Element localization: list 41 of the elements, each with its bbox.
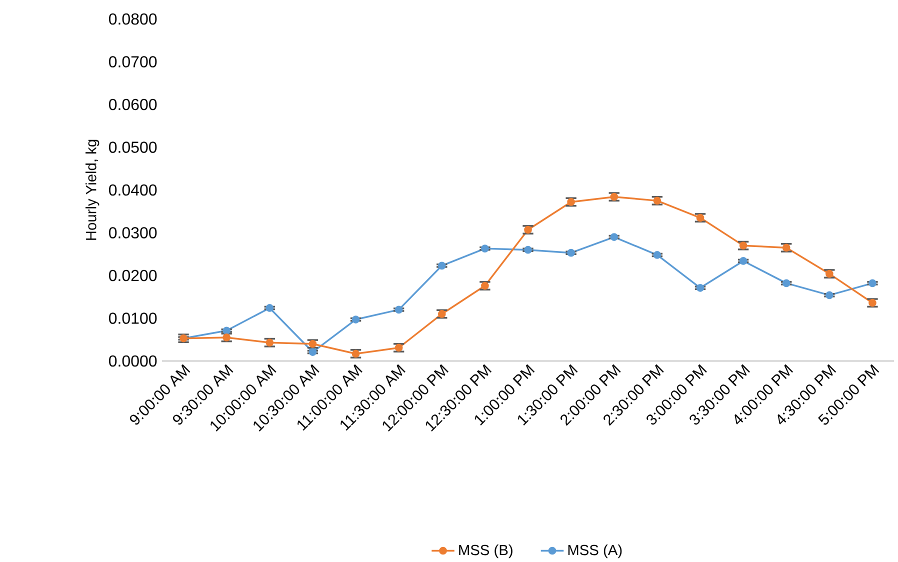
- y-tick-label: 0.0100: [108, 312, 157, 324]
- point: [352, 315, 360, 324]
- point: [222, 333, 231, 342]
- point: [782, 279, 790, 287]
- y-tick-label: 0.0800: [108, 13, 157, 24]
- point: [394, 344, 403, 352]
- point: [610, 232, 618, 241]
- point: [739, 256, 748, 265]
- point: [524, 226, 532, 234]
- point: [266, 304, 274, 312]
- point: [438, 310, 446, 318]
- point: [222, 326, 231, 334]
- point: [739, 241, 748, 250]
- y-tick-label: 0.0600: [108, 98, 157, 110]
- y-tick-label: 0.0500: [108, 141, 157, 153]
- legend-label: MSS (B): [459, 544, 512, 558]
- y-tick-label: 0.0000: [108, 355, 157, 366]
- y-tick-label: 0.0400: [108, 184, 157, 196]
- point: [567, 248, 575, 257]
- point: [825, 270, 834, 278]
- point: [266, 338, 274, 346]
- point: [481, 244, 489, 252]
- point: [653, 250, 662, 259]
- point: [782, 244, 790, 252]
- legend-label: MSS (A): [568, 544, 622, 558]
- y-tick-label: 0.0200: [108, 270, 157, 281]
- y-axis-title: Hourly Yield, kg: [86, 140, 100, 240]
- point: [653, 196, 662, 204]
- y-tick-label: 0.0300: [108, 226, 157, 238]
- point: [868, 298, 876, 307]
- point: [438, 262, 446, 270]
- point: [868, 279, 876, 287]
- point: [825, 291, 834, 299]
- point: [308, 348, 317, 356]
- y-tick-label: 0.0700: [108, 56, 157, 68]
- point: [394, 306, 403, 314]
- point: [567, 198, 575, 206]
- point: [481, 282, 489, 290]
- point: [696, 284, 704, 292]
- point: [524, 246, 532, 254]
- point: [610, 192, 618, 201]
